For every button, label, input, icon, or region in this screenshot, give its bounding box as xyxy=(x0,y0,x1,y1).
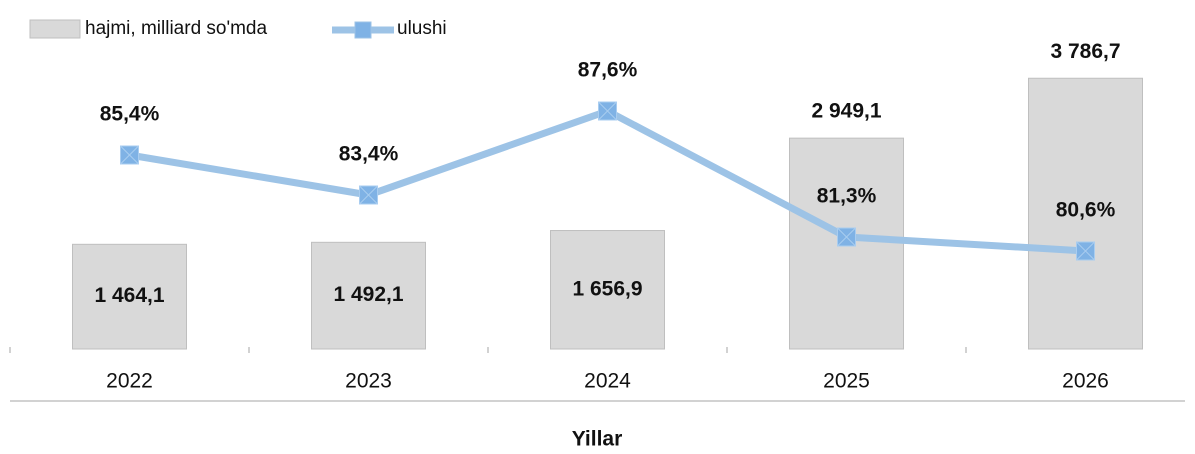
x-tick-label: 2025 xyxy=(823,370,870,393)
bar-value-label: 3 786,7 xyxy=(1050,40,1120,63)
line-marker-cross xyxy=(1076,241,1095,261)
bar-value-label: 1 656,9 xyxy=(572,277,642,300)
line-value-label: 81,3% xyxy=(817,185,877,208)
line-marker-cross xyxy=(837,227,856,247)
line-marker-cross xyxy=(598,101,617,121)
bar-value-label: 1 492,1 xyxy=(333,283,403,306)
line-marker-cross xyxy=(120,145,139,165)
legend-label: ulushi xyxy=(397,18,447,39)
bar-value-label: 1 464,1 xyxy=(94,284,164,307)
legend-marker xyxy=(354,21,372,39)
line-value-label: 87,6% xyxy=(578,59,638,82)
line-marker-cross xyxy=(359,185,378,205)
x-tick-label: 2022 xyxy=(106,370,153,393)
legend: hajmi, milliard so'mda ulushi xyxy=(29,18,447,39)
bar xyxy=(311,241,426,350)
line-value-label: 80,6% xyxy=(1056,199,1116,222)
x-tick-label: 2023 xyxy=(345,370,392,393)
line-value-label: 83,4% xyxy=(339,143,399,166)
x-tick-label: 2024 xyxy=(584,370,631,393)
line xyxy=(128,107,1086,255)
bar xyxy=(1028,77,1143,350)
bar-value-label: 2 949,1 xyxy=(811,100,881,123)
bar xyxy=(72,243,187,350)
legend-swatch-bar xyxy=(29,19,81,39)
legend-label: hajmi, milliard so'mda xyxy=(85,18,268,39)
x-axis-title: Yillar xyxy=(572,428,623,451)
line-value-label: 85,4% xyxy=(100,103,160,126)
bar xyxy=(550,230,665,350)
x-tick-label: 2026 xyxy=(1062,370,1109,393)
